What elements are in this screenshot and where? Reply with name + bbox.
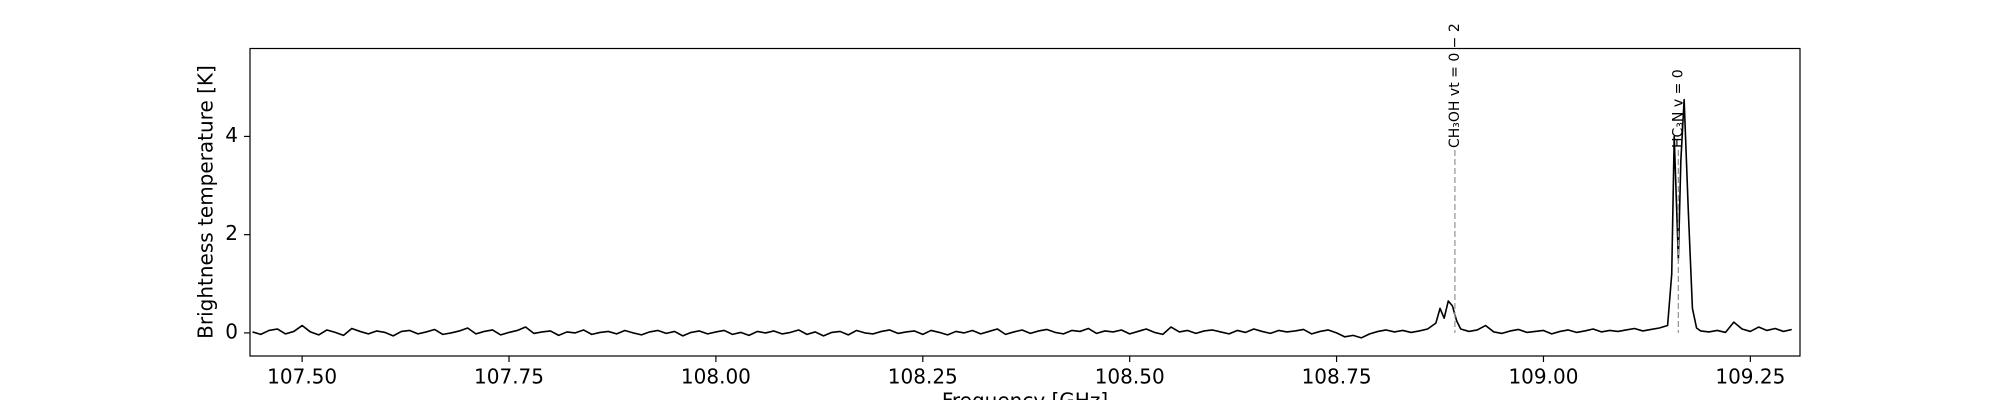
- y-axis-label: Brightness temperature [K]: [194, 65, 218, 339]
- spectrum-line: [252, 98, 1792, 339]
- x-tick-label: 108.00: [681, 365, 751, 389]
- x-tick-label: 108.25: [888, 365, 958, 389]
- y-tick-label: 4: [225, 123, 238, 147]
- x-axis-label: Frequency [GHz]: [942, 389, 1108, 400]
- x-tick-label: 107.75: [474, 365, 544, 389]
- x-tick-label: 108.50: [1095, 365, 1165, 389]
- plot-frame: [249, 47, 1801, 357]
- x-tick-label: 108.75: [1302, 365, 1372, 389]
- annotation-label: CH₃OH vt = 0 − 2: [1447, 23, 1463, 148]
- x-tick-label: 109.00: [1508, 365, 1578, 389]
- annotation-label: HC₃N v = 0: [1670, 69, 1686, 148]
- x-tick-label: 109.25: [1715, 365, 1785, 389]
- x-tick-label: 107.50: [267, 365, 337, 389]
- y-tick-label: 2: [225, 221, 238, 245]
- y-tick-label: 0: [225, 319, 238, 343]
